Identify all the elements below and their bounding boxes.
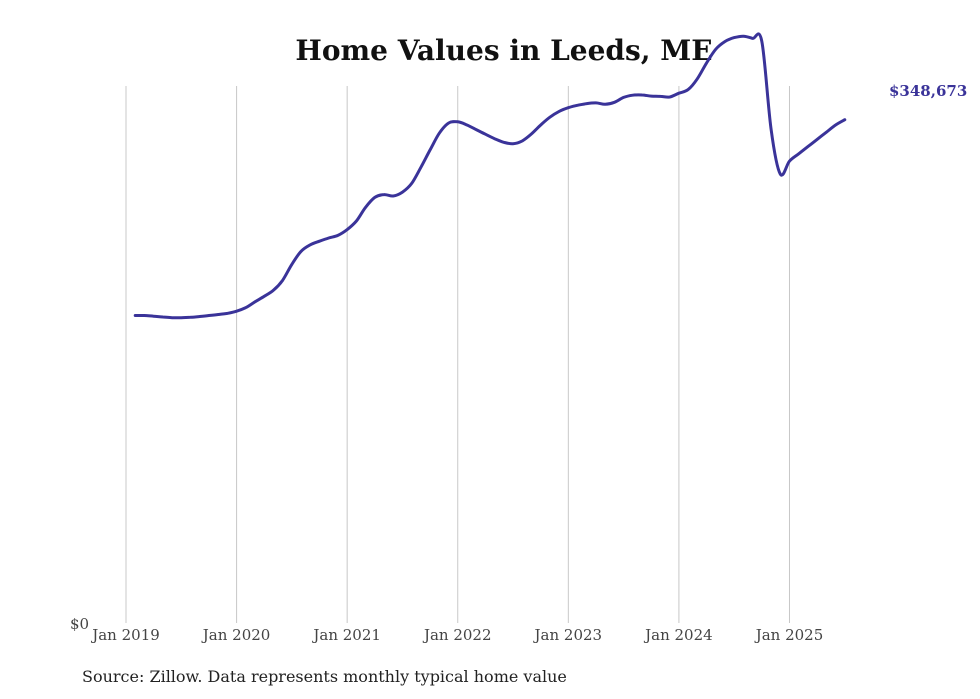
x-tick-label-2025-01: Jan 2025 bbox=[754, 626, 824, 644]
x-tick-label-2019-01: Jan 2019 bbox=[90, 626, 160, 644]
x-tick-label-2022-01: Jan 2022 bbox=[422, 626, 492, 644]
chart-title: Home Values in Leeds, ME bbox=[295, 34, 712, 67]
gridlines bbox=[125, 86, 790, 623]
source-note: Source: Zillow. Data represents monthly … bbox=[82, 667, 567, 686]
home-value-line bbox=[133, 32, 847, 320]
x-tick-label-2024-01: Jan 2024 bbox=[643, 626, 713, 644]
x-tick-label-2021-01: Jan 2021 bbox=[311, 626, 381, 644]
x-tick-label-2023-01: Jan 2023 bbox=[533, 626, 603, 644]
latest-value-label: $348,673 bbox=[889, 82, 967, 100]
x-axis-ticks: Jan 2019 Jan 2020 Jan 2021 Jan 2022 Jan 2023… bbox=[90, 626, 823, 644]
x-tick-label-2020-01: Jan 2020 bbox=[201, 626, 271, 644]
y-tick-label-0: $0 bbox=[70, 615, 89, 633]
